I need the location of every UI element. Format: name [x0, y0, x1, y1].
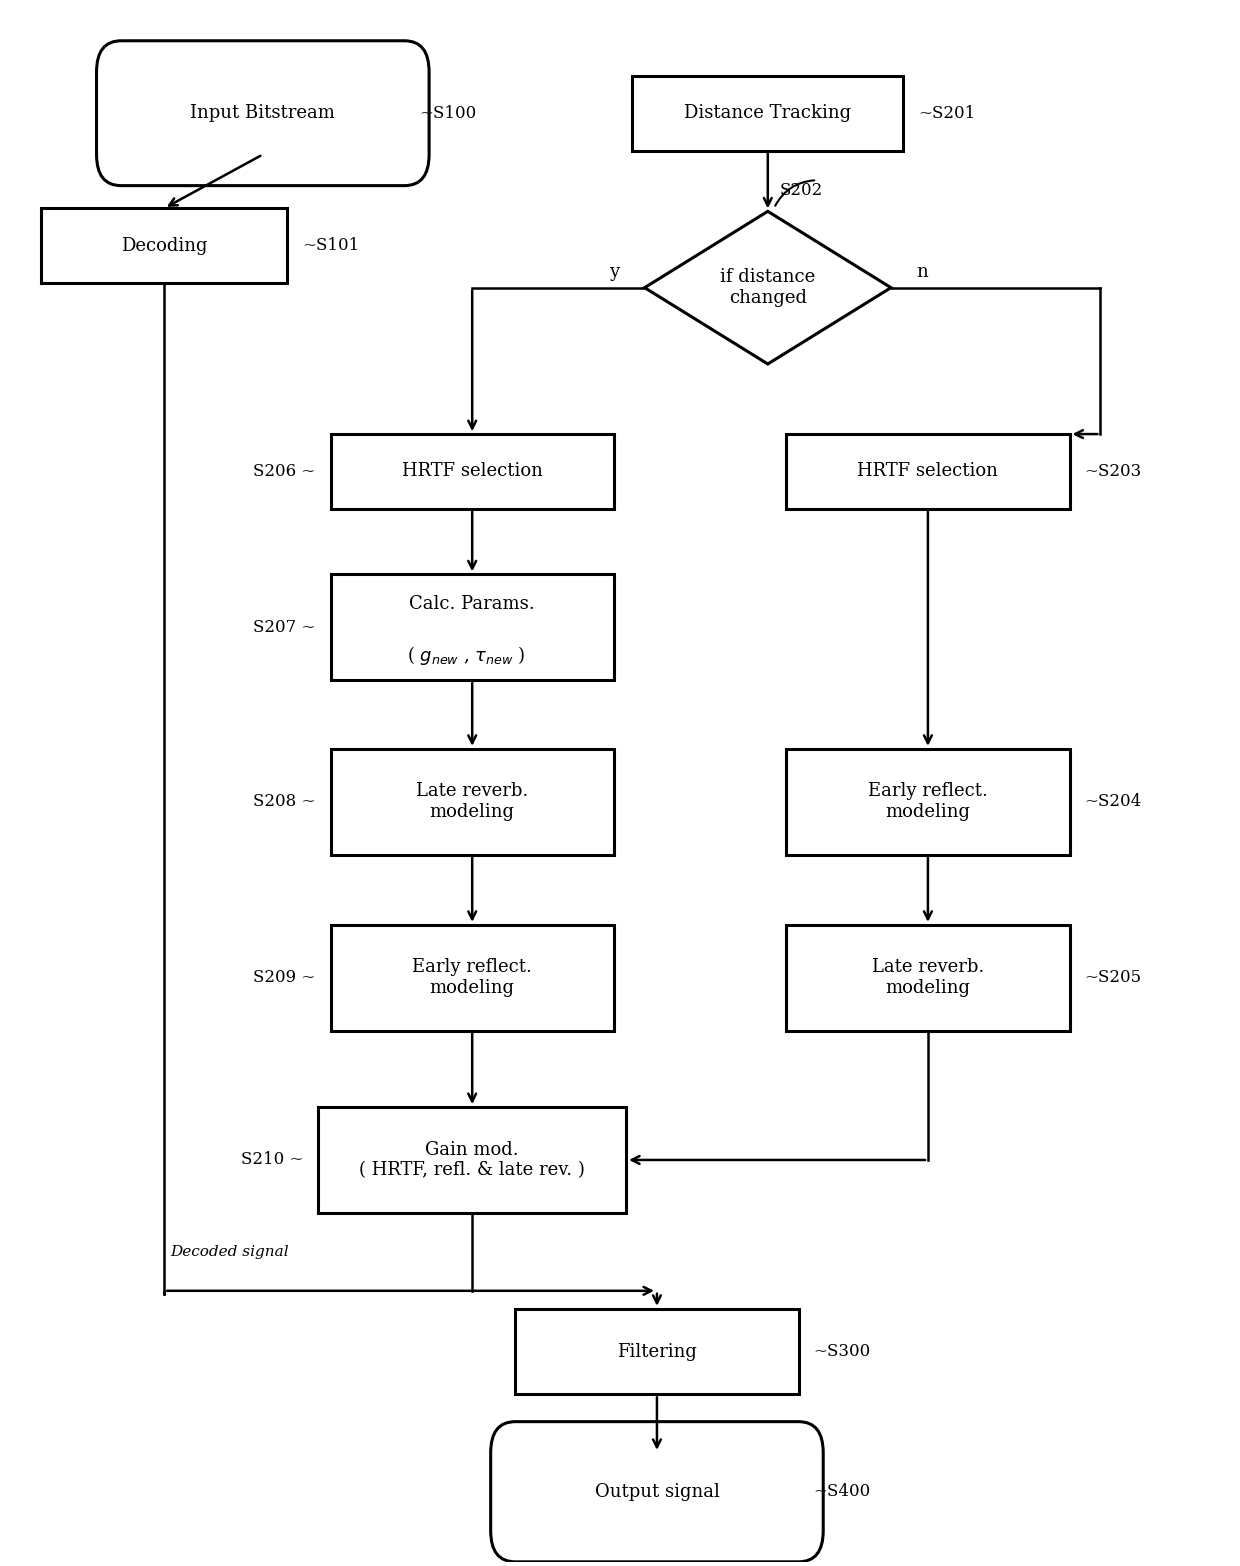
Bar: [331, 434, 614, 509]
Text: Filtering: Filtering: [618, 1342, 697, 1361]
Text: ~S201: ~S201: [918, 105, 976, 122]
Text: ~S400: ~S400: [813, 1483, 870, 1500]
Bar: [786, 749, 1070, 855]
Text: S202: S202: [780, 182, 823, 199]
Bar: [516, 1309, 799, 1394]
Text: Decoded signal: Decoded signal: [170, 1245, 289, 1259]
Polygon shape: [645, 211, 892, 363]
Text: S208 ~: S208 ~: [253, 794, 316, 810]
Text: ~S300: ~S300: [813, 1344, 870, 1359]
Text: Gain mod.
( HRTF, refl. & late rev. ): Gain mod. ( HRTF, refl. & late rev. ): [360, 1140, 585, 1179]
Bar: [41, 208, 288, 283]
FancyBboxPatch shape: [97, 41, 429, 186]
FancyBboxPatch shape: [491, 1422, 823, 1561]
Text: S207 ~: S207 ~: [253, 619, 316, 636]
Bar: [632, 75, 903, 150]
Bar: [331, 926, 614, 1030]
Text: Decoding: Decoding: [122, 236, 207, 255]
Text: Input Bitstream: Input Bitstream: [191, 105, 335, 122]
Text: ~S101: ~S101: [303, 236, 360, 254]
Text: ~S204: ~S204: [1084, 794, 1142, 810]
Text: if distance
changed: if distance changed: [720, 268, 816, 307]
Text: S206 ~: S206 ~: [253, 464, 316, 479]
Bar: [786, 926, 1070, 1030]
Text: Output signal: Output signal: [594, 1483, 719, 1500]
Text: y: y: [609, 263, 619, 280]
Text: Early reflect.
modeling: Early reflect. modeling: [868, 783, 988, 821]
Text: ~S100: ~S100: [419, 105, 476, 122]
Text: Calc. Params.: Calc. Params.: [409, 595, 534, 612]
Text: Late reverb.
modeling: Late reverb. modeling: [417, 783, 528, 821]
Text: Early reflect.
modeling: Early reflect. modeling: [412, 958, 532, 998]
Bar: [331, 575, 614, 680]
Text: ~S203: ~S203: [1084, 464, 1142, 479]
Bar: [331, 749, 614, 855]
Text: ( $g_{new}$ , $\tau_{new}$ ): ( $g_{new}$ , $\tau_{new}$ ): [407, 644, 526, 667]
Text: HRTF selection: HRTF selection: [858, 462, 998, 481]
Text: S209 ~: S209 ~: [253, 969, 316, 987]
Text: Late reverb.
modeling: Late reverb. modeling: [872, 958, 985, 998]
Text: Distance Tracking: Distance Tracking: [684, 105, 852, 122]
Text: S210 ~: S210 ~: [241, 1151, 304, 1168]
Bar: [786, 434, 1070, 509]
Text: ~S205: ~S205: [1084, 969, 1142, 987]
Bar: [319, 1107, 626, 1214]
Text: n: n: [916, 263, 928, 280]
Text: HRTF selection: HRTF selection: [402, 462, 543, 481]
